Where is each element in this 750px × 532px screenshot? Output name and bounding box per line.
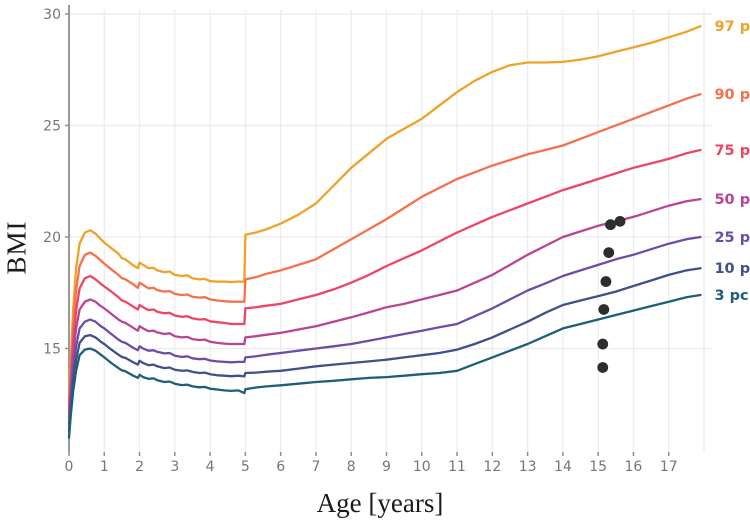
x-tick-label: 5 <box>241 459 250 475</box>
x-tick-label: 14 <box>554 459 572 475</box>
percentile-curve-p25 <box>67 235 702 426</box>
patient-data-point <box>598 304 610 315</box>
percentile-curve-p3 <box>67 293 702 439</box>
percentile-label-p25: 25 pc <box>714 230 750 246</box>
x-axis-title: Age [years] <box>316 488 444 518</box>
x-tick-label: 4 <box>206 459 215 475</box>
patient-data-point <box>597 362 609 373</box>
percentile-curve-p50 <box>67 197 702 419</box>
percentile-label-p90: 90 pc <box>714 87 750 103</box>
patient-data-point <box>597 338 609 350</box>
percentile-curve-p75 <box>67 148 702 413</box>
x-tick-label: 9 <box>382 459 391 475</box>
percentile-label-p10: 10 pc <box>714 261 750 277</box>
x-tick-label: 1 <box>100 459 109 475</box>
percentile-label-p75: 75 pc <box>714 143 750 159</box>
patient-data-point <box>600 276 612 287</box>
percentile-label-p50: 50 pc <box>714 192 750 208</box>
patient-data-point <box>603 247 615 258</box>
percentile-curve-p90 <box>67 93 702 406</box>
x-tick-label: 13 <box>519 459 537 475</box>
patient-data-point <box>605 219 616 231</box>
x-tick-label: 6 <box>276 459 285 475</box>
percentile-curve-p97 <box>67 25 702 399</box>
y-tick-label: 15 <box>43 342 61 358</box>
patient-data-point <box>614 215 626 227</box>
x-tick-label: 0 <box>65 459 74 475</box>
x-tick-label: 2 <box>135 459 144 475</box>
x-tick-label: 10 <box>413 459 431 475</box>
x-tick-label: 12 <box>483 459 501 475</box>
percentile-label-p3: 3 pc <box>714 288 748 304</box>
x-tick-label: 3 <box>170 459 179 475</box>
y-tick-label: 25 <box>43 118 61 134</box>
x-tick-label: 7 <box>311 459 320 475</box>
y-axis-title: BMI <box>1 220 32 275</box>
x-tick-label: 16 <box>625 459 643 475</box>
x-tick-label: 8 <box>347 459 356 475</box>
percentile-curve-p10 <box>67 267 702 433</box>
y-tick-label: 20 <box>43 230 61 246</box>
x-tick-label: 15 <box>589 459 607 475</box>
percentile-label-p97: 97 pc <box>714 19 750 35</box>
x-tick-label: 17 <box>660 459 678 475</box>
x-tick-label: 11 <box>448 459 466 475</box>
y-tick-label: 30 <box>43 7 61 23</box>
